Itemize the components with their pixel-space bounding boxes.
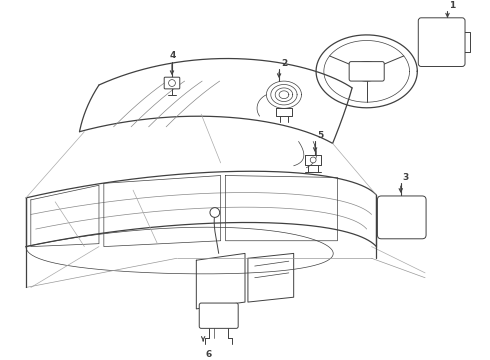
Text: 3: 3 [403,173,409,182]
Text: 6: 6 [205,350,211,359]
Circle shape [210,208,220,217]
Text: 4: 4 [169,51,175,60]
FancyBboxPatch shape [377,196,426,239]
Text: 2: 2 [281,59,287,68]
FancyBboxPatch shape [164,77,180,89]
Circle shape [310,157,316,163]
Text: 5: 5 [317,131,323,140]
Circle shape [169,80,175,86]
FancyBboxPatch shape [418,18,465,67]
Text: 1: 1 [449,1,456,10]
FancyBboxPatch shape [199,303,238,328]
FancyBboxPatch shape [349,62,384,81]
